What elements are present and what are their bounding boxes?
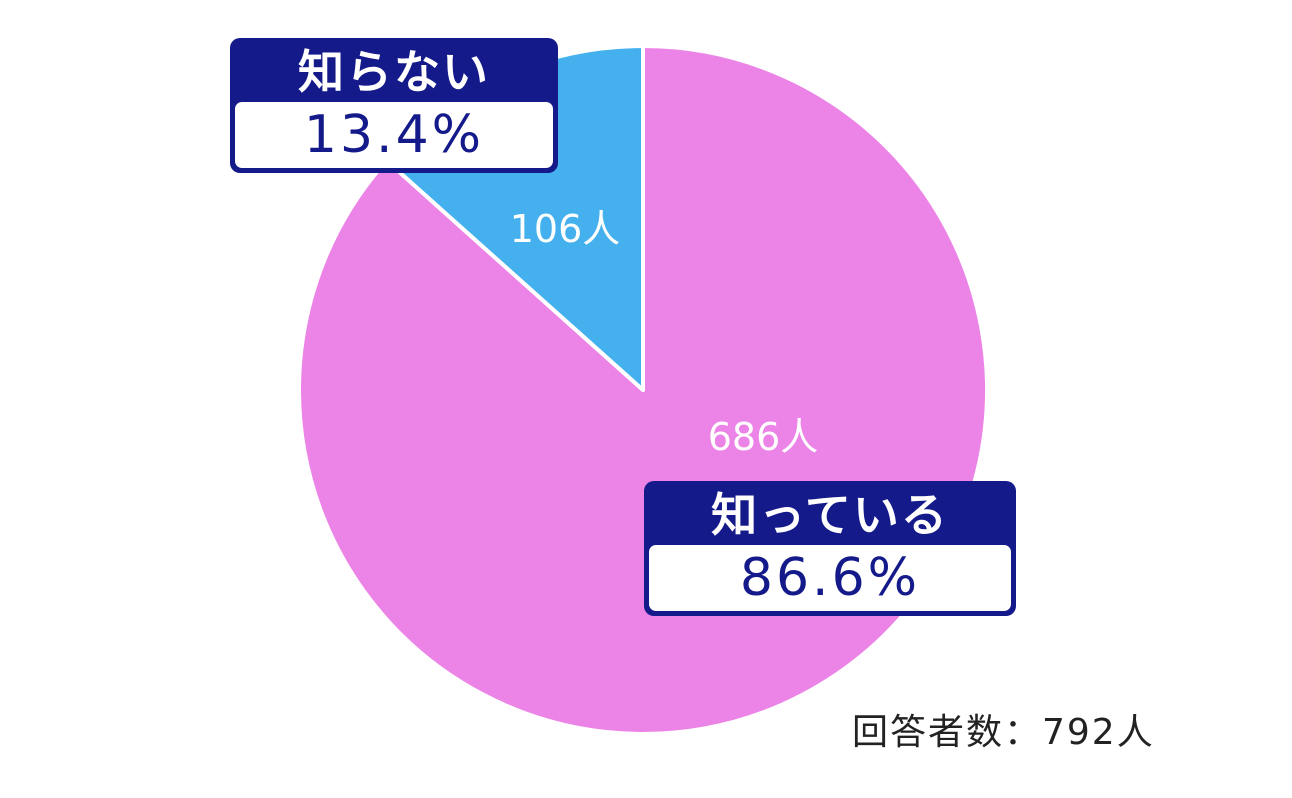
category-label-unknown: 知らない [298, 45, 490, 99]
callout-unknown: 知らない 13.4% [230, 38, 558, 173]
callout-known: 知っている 86.6% [644, 481, 1016, 616]
category-label-known: 知っている [711, 488, 949, 542]
count-label-unknown: 106人 [510, 207, 621, 251]
labels-layer: 686人 106人 [510, 207, 819, 459]
count-label-known: 686人 [708, 415, 819, 459]
percent-label-known: 86.6% [649, 545, 1011, 611]
percent-label-unknown: 13.4% [235, 102, 553, 168]
total-respondents: 回答者数：792人 [852, 712, 1155, 753]
